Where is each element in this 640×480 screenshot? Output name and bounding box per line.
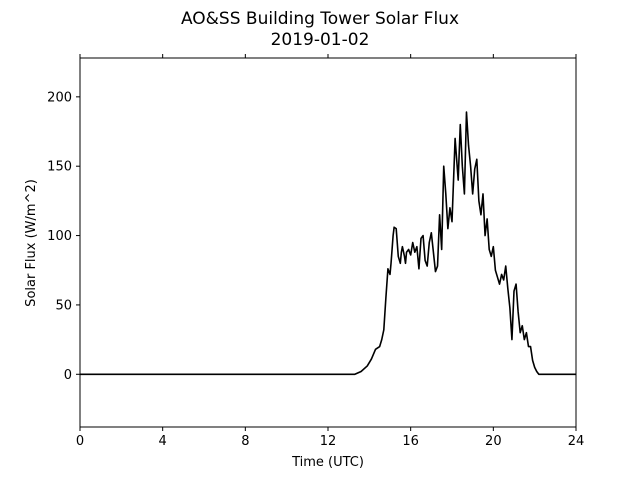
y-tick-label: 0 xyxy=(64,368,72,383)
x-axis-label: Time (UTC) xyxy=(291,455,364,470)
x-tick-label: 16 xyxy=(402,434,419,449)
y-tick-label: 50 xyxy=(55,298,72,313)
y-tick-label: 100 xyxy=(47,229,72,244)
solar-flux-line xyxy=(80,111,576,376)
y-tick-label: 200 xyxy=(47,90,72,105)
x-tick-label: 8 xyxy=(241,434,249,449)
y-tick-label: 150 xyxy=(47,160,72,175)
chart-subtitle: 2019-01-02 xyxy=(271,30,370,50)
chart-title: AO&SS Building Tower Solar Flux xyxy=(181,9,459,29)
x-tick-label: 0 xyxy=(76,434,84,449)
axis-ticks xyxy=(76,54,577,431)
axis-tick-labels: 0 4 8 12 16 20 24 0 50 100 150 200 xyxy=(47,90,584,449)
plot-frame xyxy=(79,57,577,428)
x-tick-label: 4 xyxy=(159,434,167,449)
y-axis-label: Solar Flux (W/m^2) xyxy=(24,179,39,307)
x-tick-label: 20 xyxy=(485,434,502,449)
x-tick-label: 12 xyxy=(320,434,337,449)
x-tick-label: 24 xyxy=(568,434,585,449)
